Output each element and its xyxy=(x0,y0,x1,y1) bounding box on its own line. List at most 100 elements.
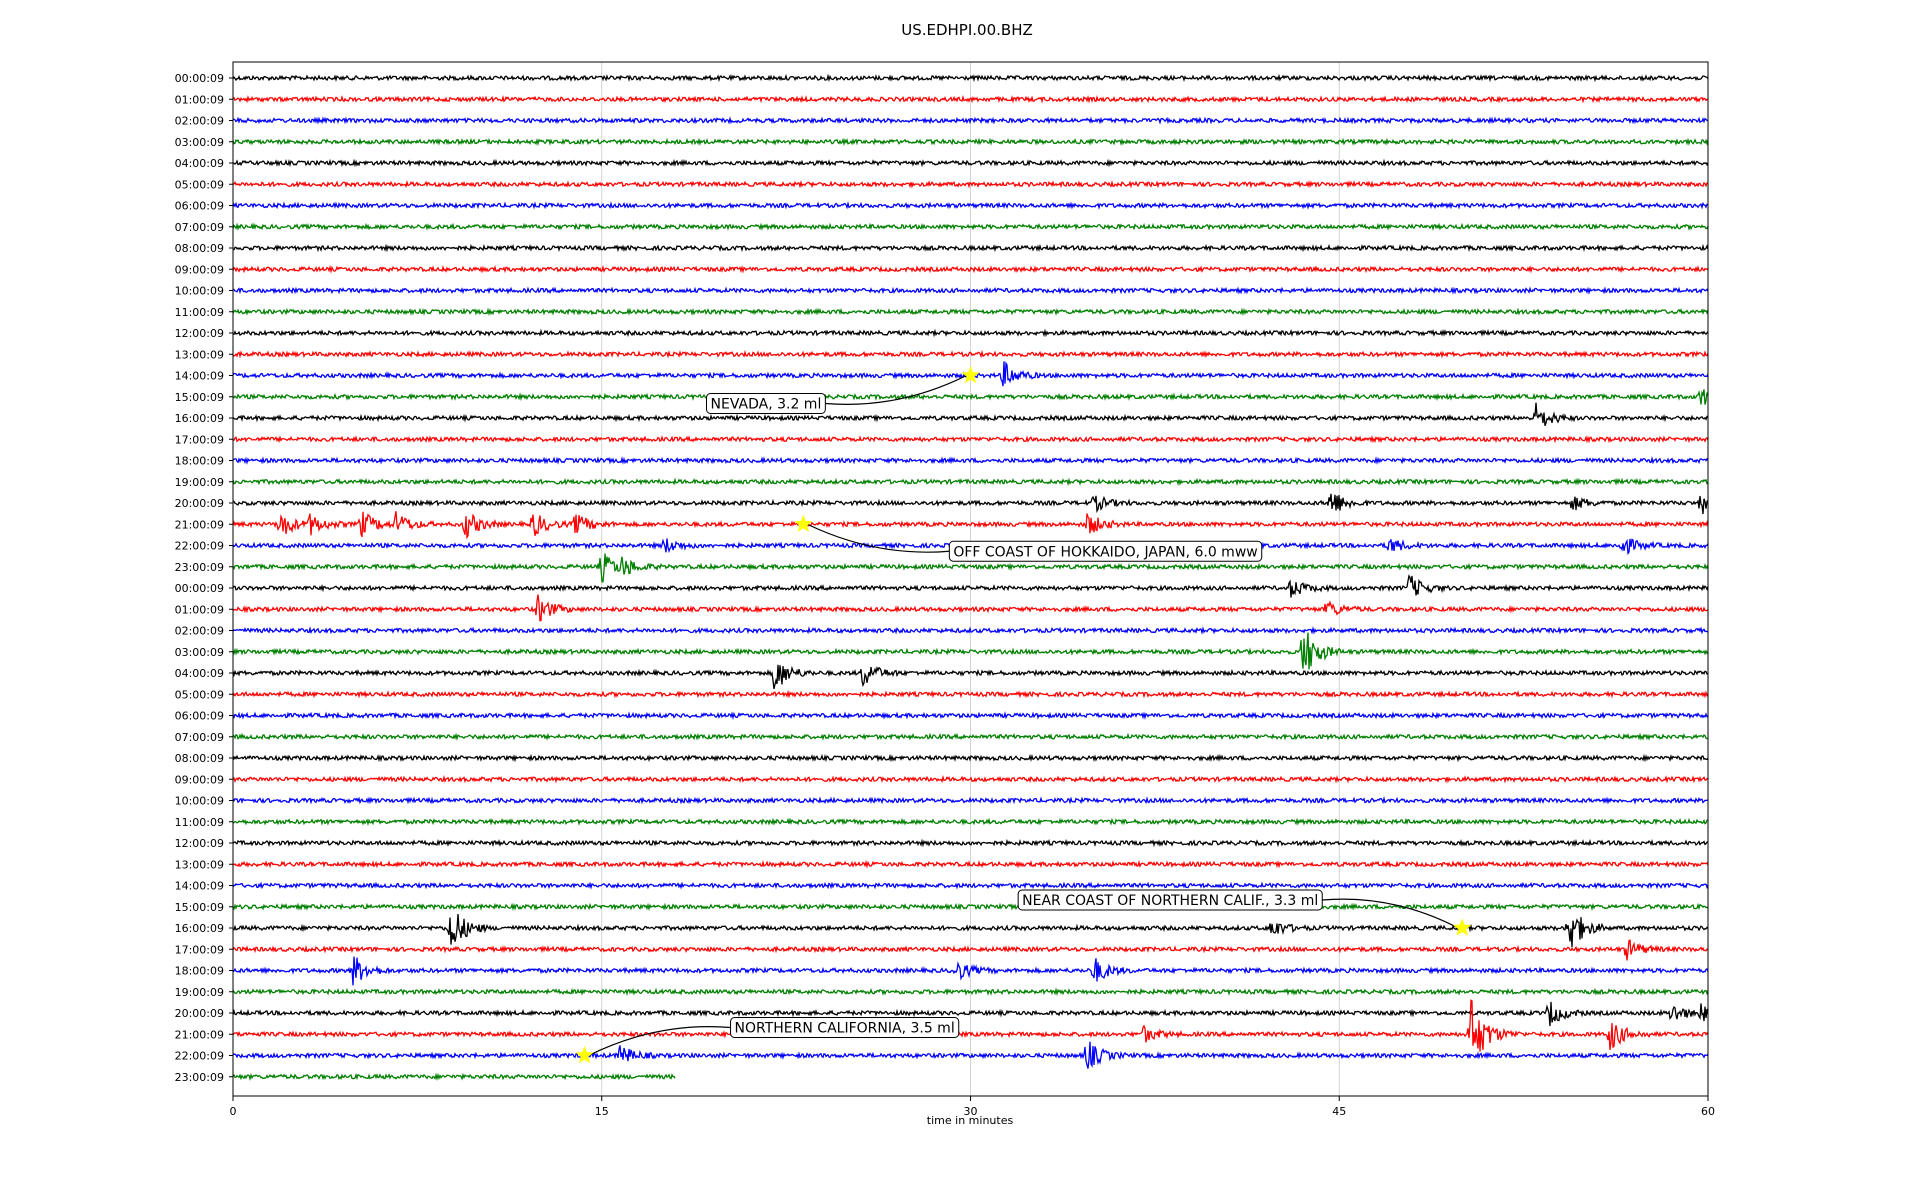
row-time-label: 10:00:09 xyxy=(175,795,224,808)
row-time-label: 07:00:09 xyxy=(175,221,224,234)
event-label: NORTHERN CALIFORNIA, 3.5 ml xyxy=(735,1021,955,1037)
row-time-label: 20:00:09 xyxy=(175,1007,224,1020)
seismogram-trace xyxy=(232,902,1709,912)
row-time-label: 14:00:09 xyxy=(175,370,224,383)
event-annotations: NEVADA, 3.2 ml OFF COAST OF HOKKAIDO, JAP… xyxy=(575,365,1472,1064)
event-label: NEVADA, 3.2 ml xyxy=(711,397,822,413)
seismogram-trace xyxy=(232,817,1709,827)
seismogram-trace xyxy=(232,987,1709,997)
seismogram-trace xyxy=(232,939,1709,961)
event-star-icon xyxy=(794,514,813,533)
row-time-label: 12:00:09 xyxy=(175,327,224,340)
row-time-label: 05:00:09 xyxy=(175,178,224,191)
seismogram-traces xyxy=(232,73,1709,1082)
row-time-label: 17:00:09 xyxy=(175,943,224,956)
row-time-label: 04:00:09 xyxy=(175,157,224,170)
seismogram-trace xyxy=(232,1001,1709,1027)
row-time-label: 21:00:09 xyxy=(175,518,224,531)
row-time-label: 23:00:09 xyxy=(175,561,224,574)
row-labels: 00:00:09 01:00:09 02:00:09 03:00:09 04:00:09… xyxy=(175,72,233,1084)
seismogram-trace xyxy=(233,328,1709,338)
row-time-label: 19:00:09 xyxy=(175,986,224,999)
row-time-label: 11:00:09 xyxy=(175,816,224,829)
row-time-label: 18:00:09 xyxy=(175,455,224,468)
event-annotation: OFF COAST OF HOKKAIDO, JAPAN, 6.0 mww xyxy=(794,514,1263,562)
row-time-label: 22:00:09 xyxy=(175,1050,224,1063)
seismogram-trace xyxy=(232,435,1709,444)
event-star-icon xyxy=(961,365,980,384)
row-time-label: 00:00:09 xyxy=(175,72,224,85)
x-tick-label: 0 xyxy=(230,1105,237,1118)
x-tick-label: 15 xyxy=(595,1105,609,1118)
row-time-label: 04:00:09 xyxy=(175,667,224,680)
seismogram-trace xyxy=(232,956,1709,986)
seismogram-trace xyxy=(232,73,1709,83)
row-time-label: 17:00:09 xyxy=(175,433,224,446)
seismogram-trace xyxy=(232,626,1709,635)
row-time-label: 22:00:09 xyxy=(175,540,224,553)
row-time-label: 20:00:09 xyxy=(175,497,224,510)
row-time-label: 01:00:09 xyxy=(175,603,224,616)
row-time-label: 06:00:09 xyxy=(175,200,224,213)
seismogram-trace xyxy=(232,477,1709,487)
seismogram-trace xyxy=(232,179,1708,189)
seismogram-trace xyxy=(232,594,1709,622)
gridlines xyxy=(601,62,1340,1096)
seismogram-trace xyxy=(233,243,1709,253)
row-time-label: 05:00:09 xyxy=(175,688,224,701)
seismogram-trace xyxy=(232,711,1709,721)
seismogram-trace xyxy=(232,574,1709,598)
row-time-label: 21:00:09 xyxy=(175,1028,224,1041)
row-time-label: 02:00:09 xyxy=(175,625,224,638)
seismogram-trace xyxy=(232,999,1709,1052)
seismogram-trace xyxy=(232,1072,676,1082)
seismogram-trace xyxy=(232,859,1709,869)
seismogram-trace xyxy=(232,389,1709,405)
row-time-label: 10:00:09 xyxy=(175,285,224,298)
seismogram-trace xyxy=(232,795,1709,805)
seismogram-trace xyxy=(232,222,1709,232)
event-annotation: NEVADA, 3.2 ml xyxy=(706,365,980,414)
x-tick-label: 30 xyxy=(964,1105,978,1118)
event-star-icon xyxy=(1452,918,1472,936)
seismogram-trace xyxy=(232,753,1709,763)
event-annotation: NEAR COAST OF NORTHERN CALIF., 3.3 ml xyxy=(1017,889,1472,936)
x-tick-label: 45 xyxy=(1332,1105,1346,1118)
seismogram-trace xyxy=(232,349,1709,359)
x-axis-ticks: 0 15 30 45 60 xyxy=(230,1096,1715,1118)
row-time-label: 16:00:09 xyxy=(175,412,224,425)
row-time-label: 06:00:09 xyxy=(175,710,224,723)
row-time-label: 13:00:09 xyxy=(175,348,224,361)
seismogram-trace xyxy=(232,664,1709,690)
row-time-label: 18:00:09 xyxy=(175,965,224,978)
seismogram-trace xyxy=(232,732,1709,741)
seismogram-trace xyxy=(232,200,1709,210)
row-time-label: 00:00:09 xyxy=(175,582,224,595)
seismogram-trace xyxy=(232,137,1709,147)
row-time-label: 03:00:09 xyxy=(175,136,224,149)
seismogram-trace xyxy=(232,116,1709,125)
event-annotation: NORTHERN CALIFORNIA, 3.5 ml xyxy=(575,1017,960,1064)
event-label: NEAR COAST OF NORTHERN CALIF., 3.3 ml xyxy=(1022,893,1318,909)
row-time-label: 09:00:09 xyxy=(175,263,224,276)
row-time-label: 23:00:09 xyxy=(175,1071,224,1084)
seismogram-trace xyxy=(232,286,1709,295)
row-time-label: 02:00:09 xyxy=(175,115,224,128)
row-time-label: 09:00:09 xyxy=(175,773,224,786)
event-label: OFF COAST OF HOKKAIDO, JAPAN, 6.0 mww xyxy=(953,544,1257,560)
seismogram-trace xyxy=(232,553,1709,583)
seismogram-trace xyxy=(232,1041,1709,1069)
row-time-label: 15:00:09 xyxy=(175,391,224,404)
seismogram-trace xyxy=(232,95,1709,104)
seismogram-trace xyxy=(232,632,1709,670)
seismogram-trace xyxy=(232,511,1709,540)
row-time-label: 19:00:09 xyxy=(175,476,224,489)
seismogram-trace xyxy=(232,689,1709,699)
event-star-icon xyxy=(575,1045,594,1064)
seismogram-trace xyxy=(232,158,1709,168)
seismogram-trace xyxy=(232,774,1709,784)
x-tick-label: 60 xyxy=(1701,1105,1715,1118)
seismogram-trace xyxy=(232,456,1709,465)
row-time-label: 12:00:09 xyxy=(175,837,224,850)
